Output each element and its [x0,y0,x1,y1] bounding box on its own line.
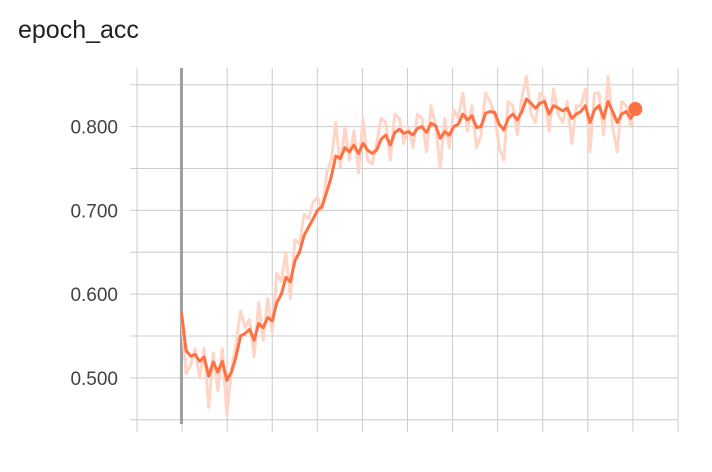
y-tick-label: 0.700 [70,201,118,222]
chart-title: epoch_acc [18,16,139,44]
smoothed-series-line [179,97,637,382]
series-layer [179,68,643,424]
y-axis-ticks: 0.500 0.600 0.700 0.800 [70,118,118,390]
last-point-marker [628,102,643,117]
y-tick-label: 0.500 [70,369,118,390]
y-tick-label: 0.600 [70,285,118,306]
y-tick-label: 0.800 [70,118,118,139]
raw-series-line [179,74,637,418]
